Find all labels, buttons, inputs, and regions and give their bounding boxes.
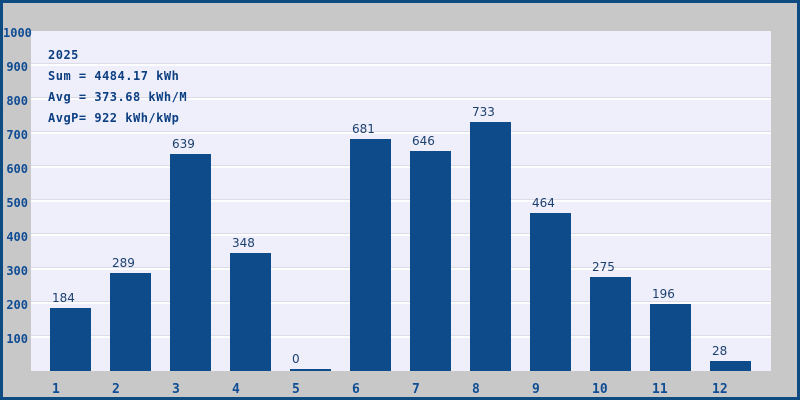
- bar-month-2[interactable]: [110, 273, 151, 371]
- bar-value-label: 184: [52, 291, 75, 305]
- sum-stat: Sum = 4484.17 kWh: [48, 69, 180, 83]
- x-tick-label-month-9: 9: [532, 382, 540, 397]
- y-tick-label: 1000: [3, 26, 32, 40]
- bar-month-11[interactable]: [650, 304, 691, 371]
- x-tick-label-month-8: 8: [472, 382, 480, 397]
- gridline: [31, 233, 771, 236]
- bar-value-label: 464: [532, 196, 555, 210]
- gridline: [31, 131, 771, 134]
- y-tick-label: 800: [6, 94, 28, 108]
- gridline: [31, 301, 771, 304]
- y-tick-label: 300: [6, 264, 28, 278]
- plot-area: 184 289 639 348 0 681 646 733 464 275 196 28: [31, 31, 771, 371]
- bar-value-label: 639: [172, 137, 195, 151]
- x-tick-label-month-4: 4: [232, 382, 240, 397]
- x-tick-label-month-10: 10: [592, 382, 608, 397]
- y-tick-label: 200: [6, 298, 28, 312]
- bar-value-label: 0: [292, 352, 300, 366]
- y-tick-label: 600: [6, 162, 28, 176]
- y-tick-label: 500: [6, 196, 28, 210]
- x-tick-label-month-12: 12: [712, 382, 728, 397]
- bar-month-5[interactable]: [290, 369, 331, 371]
- bar-month-7[interactable]: [410, 151, 451, 371]
- avgp-stat: AvgP= 922 kWh/kWp: [48, 111, 180, 125]
- y-tick-label: 400: [6, 230, 28, 244]
- bar-month-4[interactable]: [230, 253, 271, 371]
- y-tick-label: 900: [6, 60, 28, 74]
- y-tick-label: 100: [6, 332, 28, 346]
- x-tick-label-month-2: 2: [112, 382, 120, 397]
- bar-month-10[interactable]: [590, 277, 631, 371]
- gridline: [31, 335, 771, 338]
- gridline: [31, 267, 771, 270]
- bar-month-1[interactable]: [50, 308, 91, 371]
- x-tick-label-month-5: 5: [292, 382, 300, 397]
- bar-value-label: 28: [712, 344, 728, 358]
- bar-value-label: 681: [352, 122, 375, 136]
- x-tick-label-month-11: 11: [652, 382, 668, 397]
- avg-stat: Avg = 373.68 kWh/M: [48, 90, 188, 104]
- x-tick-label-month-6: 6: [352, 382, 360, 397]
- bar-value-label: 646: [412, 134, 435, 148]
- bar-value-label: 196: [652, 287, 675, 301]
- chart-title-year: 2025: [48, 48, 79, 62]
- gridline: [31, 63, 771, 66]
- gridline: [31, 97, 771, 100]
- bar-value-label: 289: [112, 256, 135, 270]
- y-tick-label: 700: [6, 128, 28, 142]
- bar-value-label: 348: [232, 236, 255, 250]
- bar-value-label: 733: [472, 105, 495, 119]
- gridline: [31, 165, 771, 168]
- bar-month-6[interactable]: [350, 139, 391, 371]
- bar-value-label: 275: [592, 260, 615, 274]
- x-tick-label-month-1: 1: [52, 382, 60, 397]
- bar-month-3[interactable]: [170, 154, 211, 371]
- bar-month-12[interactable]: [710, 361, 751, 371]
- x-tick-label-month-3: 3: [172, 382, 180, 397]
- bar-month-8[interactable]: [470, 122, 511, 371]
- chart-header: 2025 Sum = 4484.17 kWh Avg = 373.68 kWh/…: [48, 45, 187, 129]
- x-tick-label-month-7: 7: [412, 382, 420, 397]
- gridline: [31, 199, 771, 202]
- bar-month-9[interactable]: [530, 213, 571, 371]
